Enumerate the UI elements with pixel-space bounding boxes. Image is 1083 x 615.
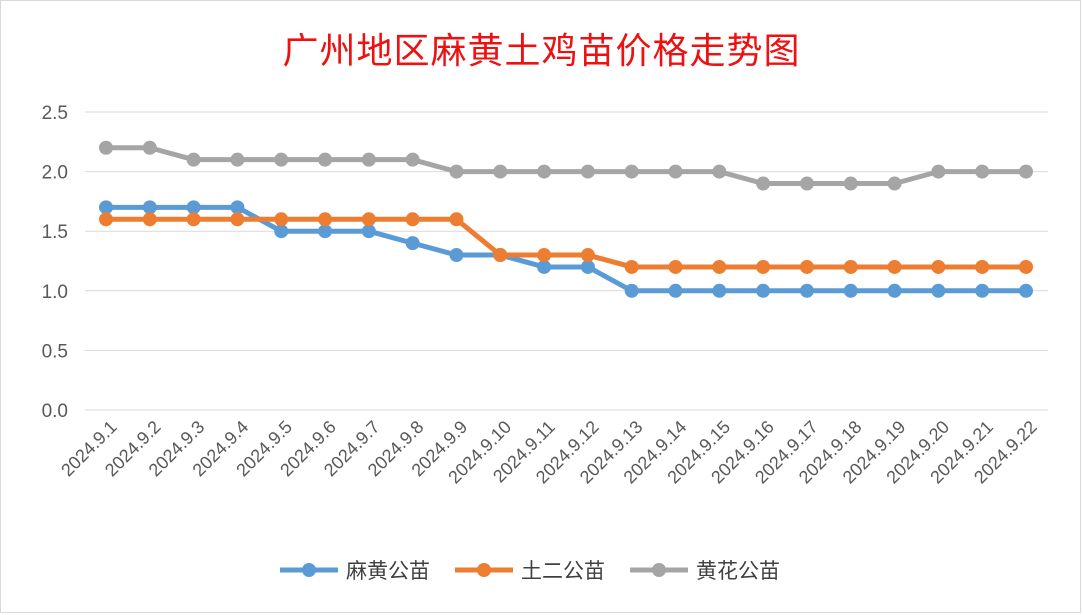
data-point <box>799 259 814 274</box>
chart-title: 广州地区麻黄土鸡苗价格走势图 <box>282 31 801 72</box>
data-point <box>975 283 990 298</box>
data-point <box>975 259 990 274</box>
data-point <box>712 259 727 274</box>
y-tick-label: 1.5 <box>42 222 68 243</box>
data-point <box>580 164 595 179</box>
data-point <box>1019 164 1033 179</box>
data-point <box>230 152 245 167</box>
data-point <box>99 212 113 227</box>
y-tick-label: 0.0 <box>42 401 68 422</box>
data-point <box>318 152 333 167</box>
data-point <box>537 259 552 274</box>
data-point <box>887 176 902 191</box>
y-tick-label: 0.5 <box>42 341 68 362</box>
legend-item: 土二公苗 <box>455 559 605 583</box>
y-tick-label: 1.0 <box>42 282 68 303</box>
data-point <box>537 164 552 179</box>
data-point <box>361 224 376 239</box>
legend-swatch-marker <box>302 563 316 577</box>
legend-swatch-marker <box>477 563 491 577</box>
data-point <box>580 259 595 274</box>
data-point <box>99 140 113 155</box>
data-point <box>624 164 639 179</box>
data-point <box>361 152 376 167</box>
data-point <box>624 259 639 274</box>
legend-swatch-marker <box>652 563 666 577</box>
legend-item: 黄花公苗 <box>630 559 780 583</box>
data-point <box>186 152 201 167</box>
data-point <box>931 259 946 274</box>
data-point <box>318 224 333 239</box>
data-point <box>142 200 157 215</box>
series-line <box>103 145 1029 187</box>
data-point <box>493 164 508 179</box>
data-point <box>405 236 420 251</box>
data-point <box>274 212 289 227</box>
data-point <box>230 200 245 215</box>
data-point <box>668 164 683 179</box>
data-point <box>843 283 858 298</box>
data-point <box>799 176 814 191</box>
data-point <box>580 248 595 263</box>
data-point <box>712 164 727 179</box>
data-point <box>975 164 990 179</box>
y-tick-label: 2.0 <box>42 163 68 184</box>
data-point <box>99 200 113 215</box>
data-point <box>449 248 464 263</box>
data-point <box>756 259 771 274</box>
data-point <box>318 212 333 227</box>
data-point <box>449 212 464 227</box>
data-point <box>887 259 902 274</box>
data-point <box>142 140 157 155</box>
legend-label: 土二公苗 <box>521 559 605 583</box>
data-point <box>449 164 464 179</box>
series-2 <box>99 212 1033 274</box>
data-point <box>361 212 376 227</box>
data-point <box>624 283 639 298</box>
data-point <box>1019 259 1033 274</box>
data-point <box>756 283 771 298</box>
data-point <box>274 224 289 239</box>
data-point <box>1019 283 1033 298</box>
legend-label: 黄花公苗 <box>696 559 780 583</box>
data-point <box>843 176 858 191</box>
data-point <box>887 283 902 298</box>
data-point <box>799 283 814 298</box>
series-3 <box>99 140 1033 191</box>
data-point <box>931 283 946 298</box>
data-point <box>405 212 420 227</box>
data-point <box>931 164 946 179</box>
data-point <box>274 152 289 167</box>
y-tick-label: 2.5 <box>42 103 68 124</box>
data-point <box>668 283 683 298</box>
data-point <box>537 248 552 263</box>
data-point <box>668 259 683 274</box>
data-point <box>756 176 771 191</box>
legend-item: 麻黄公苗 <box>280 559 430 583</box>
data-point <box>186 212 201 227</box>
data-point <box>712 283 727 298</box>
series-line <box>103 216 1029 270</box>
data-point <box>230 212 245 227</box>
data-point <box>843 259 858 274</box>
data-point <box>493 248 508 263</box>
data-point <box>186 200 201 215</box>
data-point <box>405 152 420 167</box>
legend-label: 麻黄公苗 <box>346 559 430 583</box>
data-point <box>142 212 157 227</box>
